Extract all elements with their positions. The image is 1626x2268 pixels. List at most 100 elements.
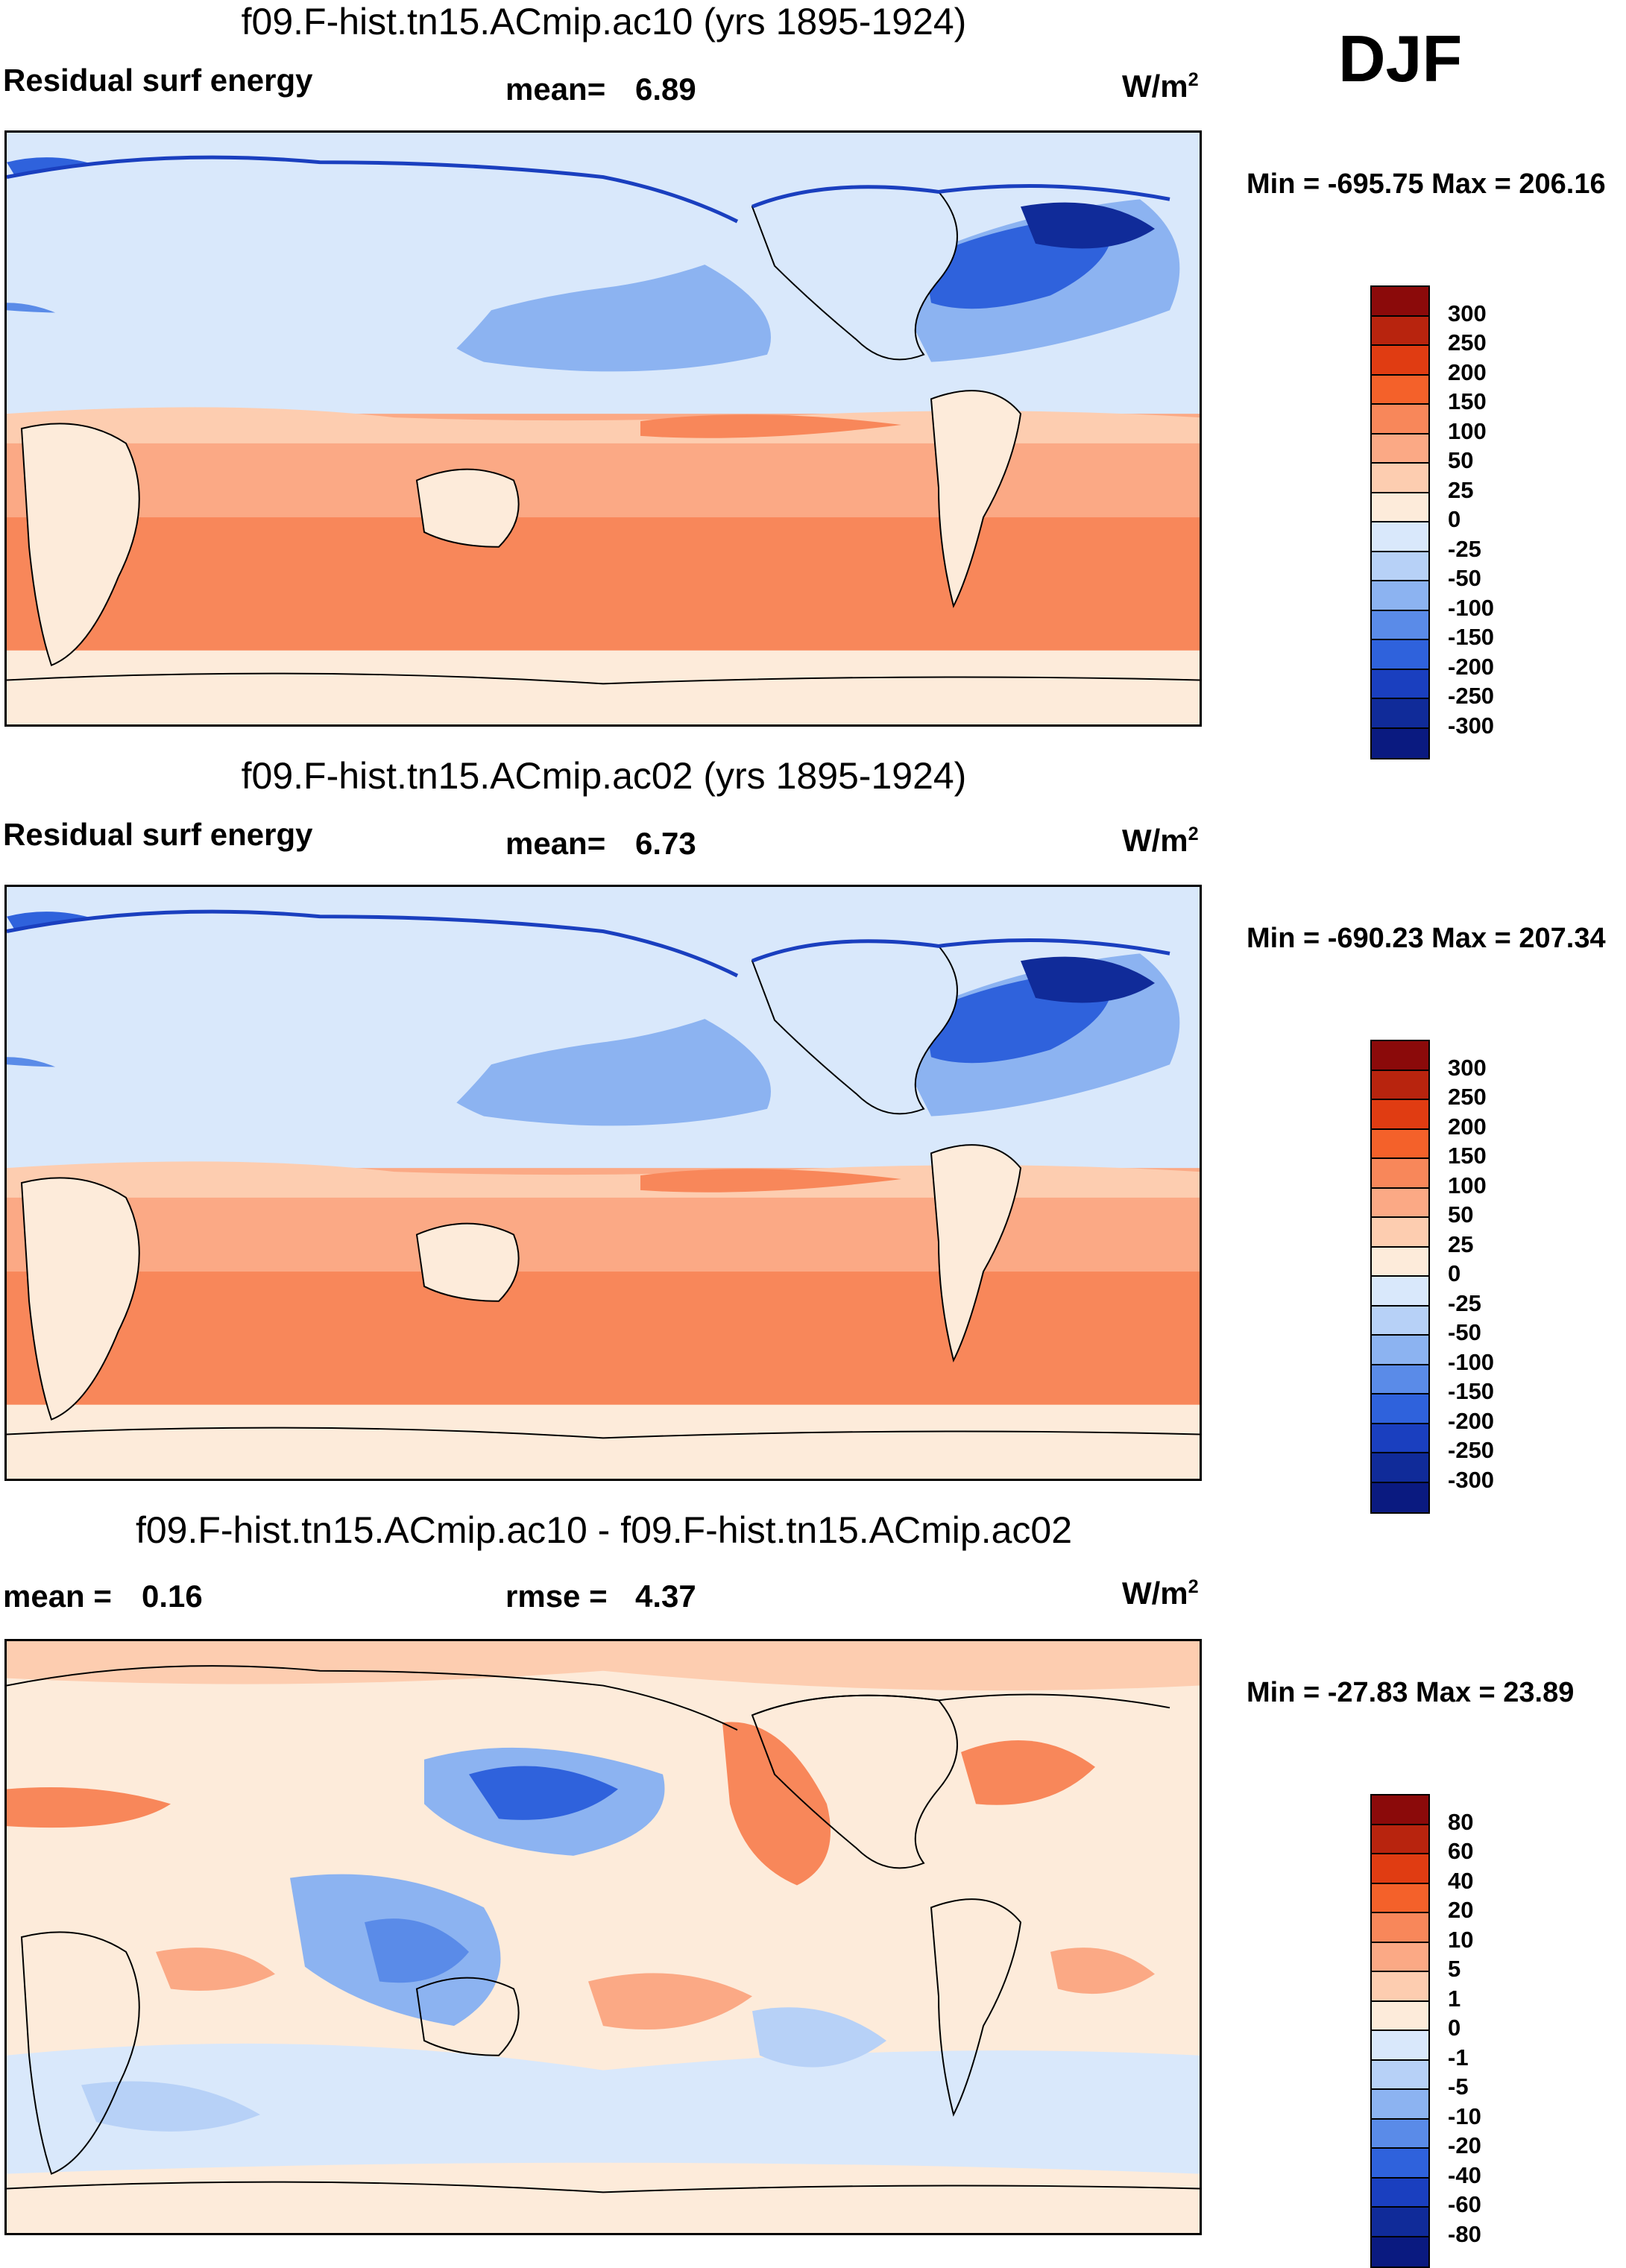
panel-2-colorbar-label: 250 [1448, 1084, 1487, 1110]
panel-2-colorbar-label: -25 [1448, 1289, 1481, 1316]
panel-1-colorbar-label: 200 [1448, 358, 1487, 385]
panel-3-minmax: Min = -27.83 Max = 23.89 [1247, 1677, 1575, 1708]
panel-1-colorbar-swatch [1372, 699, 1428, 729]
panel-2-colorbar-swatch [1372, 1159, 1428, 1189]
panel-1-mean-label: mean= [505, 72, 606, 107]
panel-1-colorbar-swatch [1372, 581, 1428, 611]
panel-3-colorbar-swatch [1372, 2001, 1428, 2031]
panel-3-colorbar-label: -10 [1448, 2103, 1481, 2129]
panel-3-colorbar-label: 40 [1448, 1867, 1474, 1894]
panel-2-colorbar-label: 200 [1448, 1113, 1487, 1140]
panel-3-colorbar-swatch [1372, 2237, 1428, 2267]
panel-2-colorbar-label: -300 [1448, 1466, 1495, 1493]
panel-2-units: W/m2 [1122, 823, 1199, 858]
panel-3-colorbar-label: 20 [1448, 1897, 1474, 1923]
panel-3-colorbar-swatch [1372, 2208, 1428, 2237]
panel-2-colorbar-label: 25 [1448, 1231, 1474, 1257]
panel-2-colorbar-label: 300 [1448, 1054, 1487, 1081]
panel-3-colorbar-swatch [1372, 2031, 1428, 2061]
panel-2-title: f09.F-hist.tn15.ACmip.ac02 (yrs 1895-192… [241, 755, 967, 797]
panel-2-colorbar-swatch [1372, 1188, 1428, 1218]
panel-2-colorbar-swatch [1372, 1041, 1428, 1071]
panel-3-colorbar-swatches [1370, 1794, 1430, 2268]
panel-2-colorbar-swatch [1372, 1336, 1428, 1365]
panel-1-colorbar-swatch [1372, 610, 1428, 640]
panel-1-title: f09.F-hist.tn15.ACmip.ac10 (yrs 1895-192… [241, 1, 967, 42]
panel-2-mean-label: mean= [505, 826, 606, 861]
panel-2-colorbar-label: -100 [1448, 1348, 1495, 1375]
panel-1-colorbar-swatch [1372, 728, 1428, 758]
panel-1-colorbar-label: 250 [1448, 329, 1487, 356]
panel-1-colorbar-label: -25 [1448, 535, 1481, 562]
panel-1-colorbar-label: 100 [1448, 417, 1487, 444]
panel-3-colorbar-label: -60 [1448, 2191, 1481, 2217]
panel-3-colorbar-swatch [1372, 1913, 1428, 1943]
panel-1-minmax: Min = -695.75 Max = 206.16 [1247, 168, 1606, 200]
panel-1-colorbar-label: -300 [1448, 712, 1495, 739]
panel-3-colorbar-swatch [1372, 2149, 1428, 2179]
panel-1-colorbar-swatch [1372, 493, 1428, 522]
panel-3-colorbar-swatch [1372, 1854, 1428, 1884]
panel-1-colorbar-label: -250 [1448, 683, 1495, 709]
panel-2-variable: Residual surf energy [3, 817, 313, 852]
panel-1-colorbar-label: -200 [1448, 653, 1495, 680]
panel-1-colorbar-label: -100 [1448, 594, 1495, 621]
panel-1-colorbar-swatch [1372, 316, 1428, 346]
panel-2-colorbar-label: -50 [1448, 1319, 1481, 1345]
panel-2-colorbar-swatch [1372, 1218, 1428, 1248]
panel-1-map [4, 130, 1202, 727]
panel-3-colorbar-label: -1 [1448, 2044, 1469, 2070]
panel-1-colorbar-swatch [1372, 522, 1428, 552]
panel-1-colorbar-swatch [1372, 640, 1428, 670]
panel-2-colorbar-swatch [1372, 1453, 1428, 1483]
panel-1-colorbar-label: 25 [1448, 476, 1474, 503]
panel-3-colorbar-label: -80 [1448, 2220, 1481, 2247]
panel-2-colorbar-swatch [1372, 1070, 1428, 1100]
panel-2-colorbar-swatch [1372, 1129, 1428, 1159]
panel-2-colorbar-label: 0 [1448, 1260, 1461, 1286]
panel-3-map [4, 1639, 1202, 2235]
panel-2-contour-field [7, 887, 1200, 1479]
panel-1-colorbar-label: -150 [1448, 624, 1495, 650]
panel-1-colorbar-swatch [1372, 464, 1428, 493]
panel-3-colorbar-label: -40 [1448, 2161, 1481, 2188]
season-label: DJF [1338, 22, 1463, 95]
panel-2-colorbar-swatch [1372, 1247, 1428, 1277]
panel-3-colorbar-swatch [1372, 1942, 1428, 1972]
panel-1-colorbar-swatch [1372, 552, 1428, 581]
panel-3-colorbar-swatch [1372, 1883, 1428, 1913]
panel-2-colorbar-label: 150 [1448, 1143, 1487, 1169]
panel-1-colorbar-swatch [1372, 405, 1428, 435]
panel-2-colorbar-label: -150 [1448, 1378, 1495, 1404]
panel-3-colorbar-label: 1 [1448, 1985, 1461, 2012]
panel-3-colorbar-label: -20 [1448, 2132, 1481, 2158]
panel-2-colorbar-label: -200 [1448, 1407, 1495, 1434]
panel-1-variable: Residual surf energy [3, 63, 313, 98]
panel-3-colorbar-label: 80 [1448, 1808, 1474, 1835]
panel-2-colorbar-label: 50 [1448, 1201, 1474, 1228]
panel-1-colorbar-swatch [1372, 375, 1428, 405]
panel-1-colorbar-label: 0 [1448, 506, 1461, 532]
panel-1-colorbar-swatch [1372, 669, 1428, 699]
panel-1-colorbar-label: 150 [1448, 388, 1487, 414]
panel-3-colorbar-label: 60 [1448, 1838, 1474, 1864]
panel-3-colorbar-swatch [1372, 2060, 1428, 2090]
panel-2-colorbar-swatch [1372, 1482, 1428, 1512]
panel-1-colorbar-label: 50 [1448, 447, 1474, 473]
panel-2-colorbar-swatch [1372, 1394, 1428, 1424]
panel-3-colorbar-label: -5 [1448, 2073, 1469, 2100]
panel-2-colorbar-label: 100 [1448, 1172, 1487, 1198]
panel-1-colorbar-swatches [1370, 285, 1430, 759]
panel-1-colorbar-label: 300 [1448, 300, 1487, 326]
panel-3-colorbar-swatch [1372, 1825, 1428, 1854]
panel-3-colorbar-label: 5 [1448, 1956, 1461, 1982]
panel-3-colorbar-label: 0 [1448, 2015, 1461, 2041]
panel-1-contour-field [7, 133, 1200, 724]
panel-3-colorbar-swatch [1372, 2090, 1428, 2120]
panel-2-colorbar-swatch [1372, 1306, 1428, 1336]
panel-3-title: f09.F-hist.tn15.ACmip.ac10 - f09.F-hist.… [135, 1509, 1073, 1551]
panel-3-colorbar-swatch [1372, 1972, 1428, 2002]
panel-3-units: W/m2 [1122, 1576, 1199, 1611]
panel-2-colorbar-swatch [1372, 1277, 1428, 1307]
panel-3-colorbar-swatch [1372, 2119, 1428, 2149]
